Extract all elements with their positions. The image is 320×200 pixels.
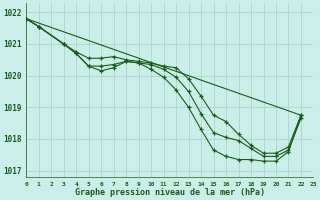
- X-axis label: Graphe pression niveau de la mer (hPa): Graphe pression niveau de la mer (hPa): [75, 188, 265, 197]
